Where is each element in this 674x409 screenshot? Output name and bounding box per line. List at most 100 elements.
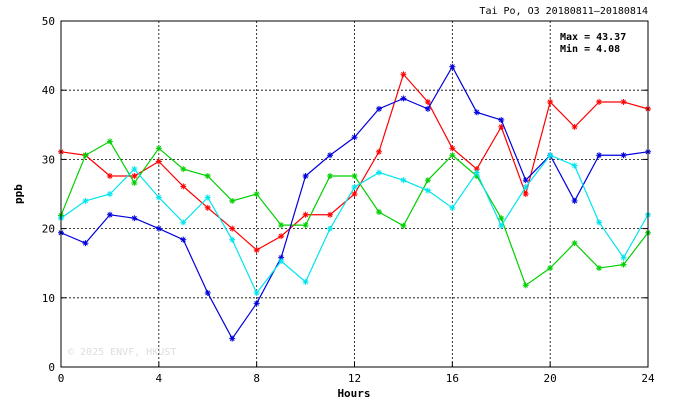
series-3-point: [131, 215, 138, 222]
series-1-point: [424, 98, 431, 105]
marker-stroke: [498, 215, 504, 221]
y-tick-label: 30: [42, 153, 55, 166]
watermark: © 2025 ENVF, HKUST: [68, 347, 176, 358]
series-1-point: [375, 148, 382, 155]
ticks: 0 4 8 12 16 20 24 0 10 20 30 40 50: [42, 15, 655, 385]
marker-stroke: [449, 205, 455, 211]
marker-stroke: [523, 184, 529, 190]
marker-stroke: [596, 152, 602, 158]
series-4-point: [131, 166, 138, 173]
marker-stroke: [229, 198, 235, 204]
series-2-point: [596, 265, 603, 272]
marker-stroke: [327, 212, 333, 218]
x-tick-label: 16: [446, 372, 459, 385]
marker-stroke: [156, 226, 162, 232]
series-1-point: [620, 98, 627, 105]
series-3-point: [155, 225, 162, 232]
marker-stroke: [449, 152, 455, 158]
marker-stroke: [352, 184, 357, 190]
marker-stroke: [425, 177, 431, 183]
marker-stroke: [180, 219, 186, 225]
marker-stroke: [474, 109, 480, 115]
series-2-point: [571, 240, 578, 247]
series-4-point: [106, 191, 113, 197]
marker-stroke: [327, 226, 333, 232]
marker-stroke: [107, 173, 113, 179]
series-2-point: [547, 265, 554, 272]
marker-stroke: [327, 173, 333, 179]
marker-stroke: [498, 223, 504, 229]
marker-stroke: [498, 124, 504, 130]
marker-stroke: [303, 222, 309, 228]
series-3-point: [351, 134, 358, 141]
series-1-point: [522, 191, 529, 197]
marker-stroke: [547, 152, 553, 158]
x-tick-label: 24: [641, 372, 655, 385]
marker-stroke: [376, 149, 382, 155]
y-tick-label: 20: [42, 223, 55, 236]
series-4-point: [620, 254, 627, 261]
marker-stroke: [621, 262, 626, 268]
series-3-point: [620, 152, 627, 159]
marker-stroke: [376, 170, 382, 176]
marker-stroke: [205, 195, 211, 200]
marker-stroke: [156, 145, 162, 151]
marker-stroke: [278, 233, 284, 239]
series-1-point: [327, 211, 334, 218]
min-stat: Min = 4.08: [560, 43, 620, 55]
marker-stroke: [474, 170, 480, 176]
series-3-point: [596, 152, 603, 159]
marker-stroke: [621, 99, 626, 105]
marker-stroke: [523, 282, 529, 288]
marker-stroke: [425, 99, 431, 105]
series-1-point: [253, 247, 260, 254]
series-2-point: [620, 261, 627, 268]
series-4-point: [522, 184, 529, 191]
series-3-point: [327, 152, 334, 159]
marker-stroke: [131, 215, 137, 221]
series-4-point: [155, 194, 162, 201]
marker-stroke: [83, 240, 88, 246]
series-2-point: [82, 152, 89, 159]
series-2-point: [155, 145, 162, 152]
marker-stroke: [131, 166, 137, 172]
y-axis-label: ppb: [12, 184, 25, 204]
series-4-point: [253, 289, 260, 296]
marker-stroke: [278, 258, 284, 264]
y-tick-label: 50: [42, 15, 55, 28]
y-tick-label: 40: [42, 84, 55, 97]
marker-stroke: [547, 99, 553, 105]
marker-stroke: [425, 188, 431, 193]
series-4-point: [547, 152, 554, 159]
series-3-point: [498, 116, 505, 123]
series-3-point: [302, 173, 309, 180]
series-3-point: [204, 289, 211, 296]
marker-stroke: [523, 191, 529, 197]
series-group: [58, 63, 651, 342]
marker-stroke: [400, 177, 406, 183]
series-1-point: [180, 183, 187, 190]
marker-stroke: [180, 237, 186, 243]
series-2-point: [253, 191, 260, 197]
x-tick-label: 0: [58, 372, 65, 385]
series-2-point: [424, 177, 431, 184]
series-4-point: [204, 194, 211, 201]
series-4-point: [571, 162, 578, 169]
series-4-point: [278, 258, 285, 265]
series-4-point: [424, 187, 431, 194]
marker-stroke: [523, 177, 529, 183]
marker-stroke: [572, 163, 578, 169]
y-tick-label: 0: [48, 361, 55, 374]
series-1-point: [106, 173, 113, 180]
series-1-point: [229, 225, 236, 232]
marker-stroke: [131, 173, 137, 179]
series-1-point: [351, 191, 358, 197]
series-2-point: [302, 222, 309, 229]
marker-stroke: [303, 173, 309, 179]
marker-stroke: [83, 152, 88, 158]
series-2-point: [204, 173, 211, 180]
marker-stroke: [621, 255, 626, 261]
series-2-point: [229, 197, 236, 204]
marker-stroke: [229, 237, 235, 243]
